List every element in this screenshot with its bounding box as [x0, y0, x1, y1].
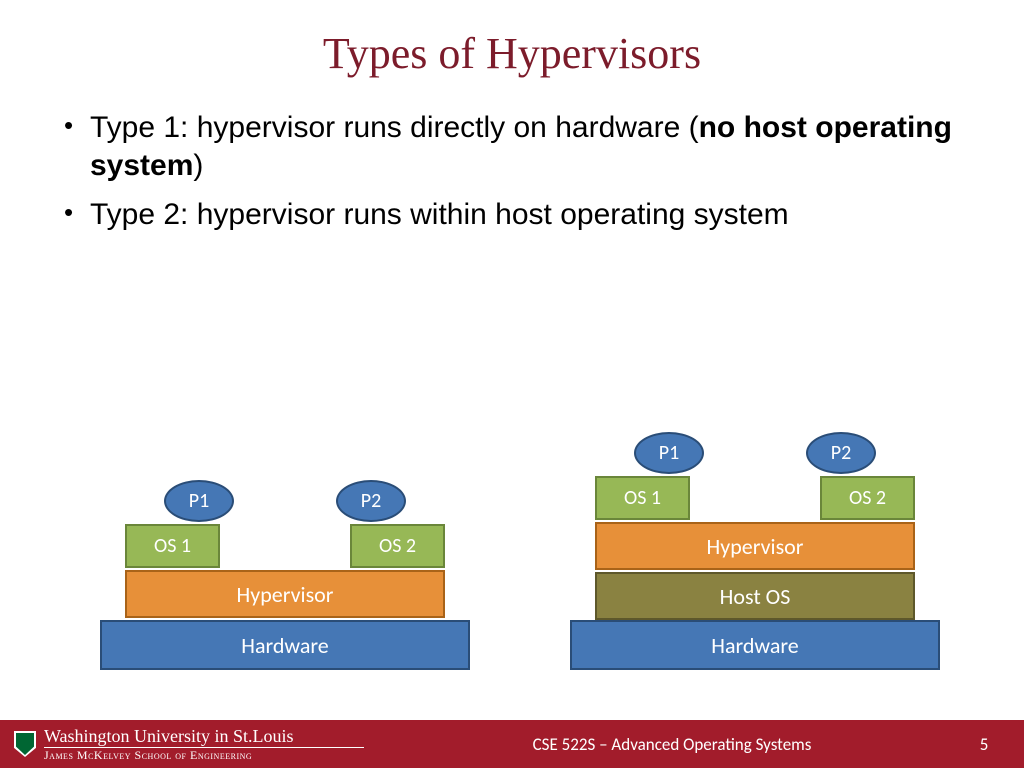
slide-content: Type 1: hypervisor runs directly on hard…: [0, 109, 1024, 234]
university-name: Washington University in St.Louis: [44, 727, 364, 745]
footer-course: CSE 522S – Advanced Operating Systems: [380, 734, 964, 755]
type2-os-row: OS 1 OS 2: [570, 476, 940, 520]
type2-hypervisor: Hypervisor: [595, 522, 915, 570]
type2-p2: P2: [806, 432, 876, 474]
type1-hardware: Hardware: [100, 620, 470, 670]
slide-title: Types of Hypervisors: [0, 0, 1024, 109]
footer-left: Washington University in St.Louis James …: [0, 727, 380, 761]
type1-hypervisor: Hypervisor: [125, 570, 445, 618]
type1-p1: P1: [164, 480, 234, 522]
type2-p1: P1: [634, 432, 704, 474]
bullet-type1-pre: Type 1: hypervisor runs directly on hard…: [90, 111, 699, 144]
type2-os1: OS 1: [595, 476, 690, 520]
diagram-area: P1 P2 OS 1 OS 2 Hypervisor Hardware P1 P…: [0, 370, 1024, 710]
type1-os-row: OS 1 OS 2: [100, 524, 470, 568]
university-block: Washington University in St.Louis James …: [44, 727, 364, 761]
school-name: James McKelvey School of Engineering: [44, 749, 364, 761]
type1-process-row: P1 P2: [100, 480, 470, 522]
type1-os2: OS 2: [350, 524, 445, 568]
type2-hardware: Hardware: [570, 620, 940, 670]
type1-stack: P1 P2 OS 1 OS 2 Hypervisor Hardware: [100, 480, 470, 670]
type2-process-row: P1 P2: [570, 432, 940, 474]
slide-footer: Washington University in St.Louis James …: [0, 720, 1024, 768]
bullet-type1: Type 1: hypervisor runs directly on hard…: [60, 109, 974, 184]
bullet-type1-post: ): [193, 149, 203, 182]
footer-page-number: 5: [964, 734, 1024, 755]
university-shield-icon: [14, 731, 36, 757]
bullet-list: Type 1: hypervisor runs directly on hard…: [60, 109, 974, 234]
type1-p2: P2: [336, 480, 406, 522]
type1-os1: OS 1: [125, 524, 220, 568]
type2-hostos: Host OS: [595, 572, 915, 620]
type2-stack: P1 P2 OS 1 OS 2 Hypervisor Host OS Hardw…: [570, 432, 940, 670]
bullet-type2: Type 2: hypervisor runs within host oper…: [60, 196, 974, 234]
type2-os2: OS 2: [820, 476, 915, 520]
